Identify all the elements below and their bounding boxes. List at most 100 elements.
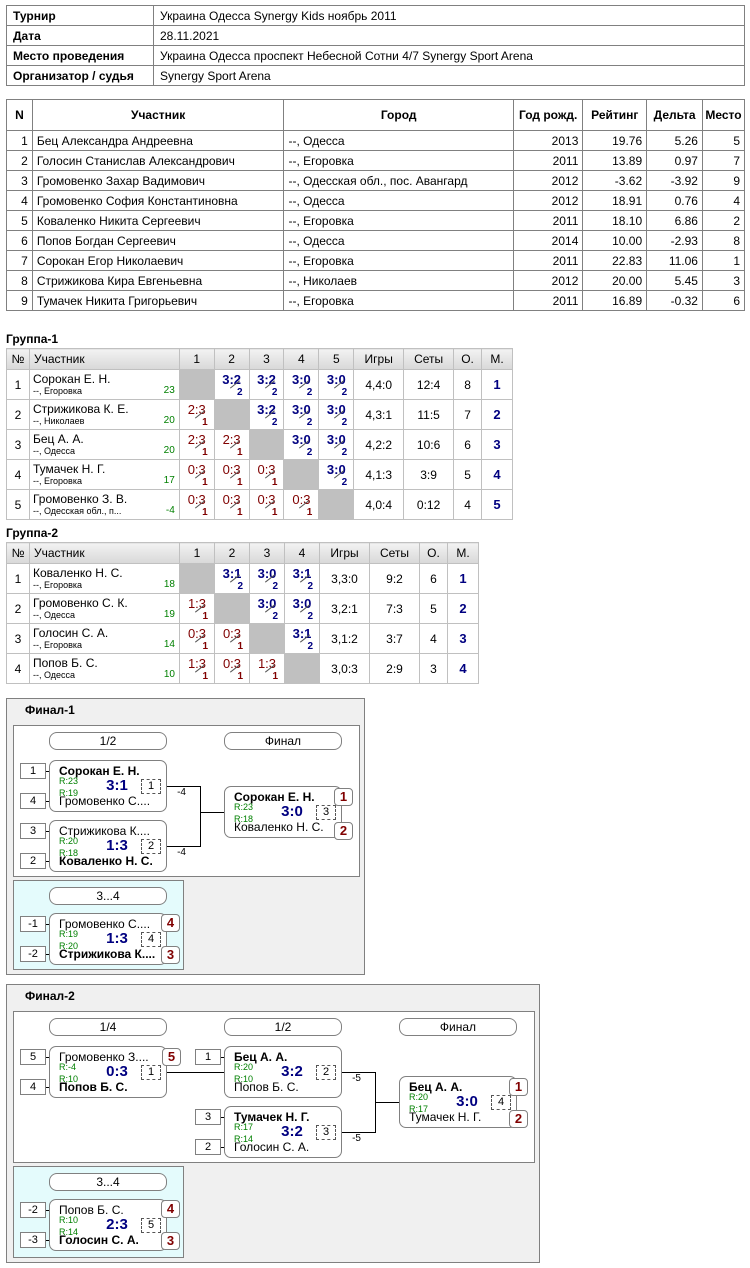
match-player-bottom: Тумачек Н. Г. (409, 1110, 482, 1124)
row-number: 4 (6, 653, 30, 684)
rank-box: 1 (334, 788, 353, 806)
group-row: 4 Тумачек Н. Г. --, Егоровка 17 0:3 1 0:3 1 0:3 1… (6, 459, 513, 490)
self-cell (178, 369, 215, 400)
row-number: 9 (6, 290, 33, 311)
participant-name: Голосин Станислав Александрович (31, 150, 285, 171)
participant-name: Громовенко С. К. (33, 596, 128, 610)
participant-cell: Громовенко С. К. --, Одесса 19 (29, 593, 180, 624)
points-total: 5 (419, 593, 448, 624)
participant-cell: Тумачек Н. Г. --, Егоровка 17 (28, 459, 180, 490)
match-score: 3:2 (281, 1123, 303, 1140)
group-place: 4 (447, 653, 479, 684)
group-row: 4 Попов Б. С. --, Одесса 10 1:3 1 0:3 1 1:3 1 3,0:… (6, 653, 479, 684)
bracket-match: Попов Б. С. R:10 R:14 2:3 5 Голосин С. А. (49, 1199, 167, 1251)
player-rating: R:14 (234, 1134, 254, 1144)
final-2-bracket: 1/4 1/2 Финал Громовенко З.... R:-4 R:10 0:… (13, 1011, 535, 1163)
participant-rating: -4 (165, 505, 175, 516)
final-2-third-place: 3...4 Попов Б. С. R:10 R:14 2:3 5 Голосин С. … (13, 1166, 184, 1258)
table-row: 1 Бец Александра Андреевна --, Одесса 2013 1… (6, 130, 746, 151)
participant-city: --, Егоровка (33, 579, 83, 590)
group-place: 1 (447, 563, 479, 594)
column-header: Сеты (403, 348, 455, 370)
sets-summary: 10:6 (403, 429, 455, 460)
group-2-title: Группа-2 (6, 526, 59, 540)
table-row: 5 Коваленко Никита Сергеевич --, Егоровка 2… (6, 210, 746, 231)
points-total: 8 (453, 369, 482, 400)
match-points: 2 (307, 641, 313, 652)
bracket-match: Тумачек Н. Г. R:17 R:14 3:2 3 Голосин С. А. -5 (224, 1106, 361, 1158)
column-header: 1 (179, 542, 215, 564)
bracket-match: Громовенко З.... R:-4 R:10 0:3 1 Попов Б. С. (49, 1046, 167, 1098)
column-header: Участник (31, 99, 285, 131)
column-header: Рейтинг (582, 99, 648, 131)
match-result-cell: 0:3 1 (248, 459, 285, 490)
points-total: 5 (453, 459, 482, 490)
participant-name: Стрижикова К. Е. (32, 402, 129, 416)
match-result-cell: 0:3 1 (283, 489, 320, 520)
match-points: 2 (272, 581, 278, 592)
sets-summary: 7:3 (369, 593, 420, 624)
bracket-match: Сорокан Е. Н. R:23 R:18 3:0 3 Коваленко Н. С. (224, 786, 342, 838)
match-player-bottom: Голосин С. А. (59, 1233, 139, 1247)
participant-city: --, Егоровка (32, 475, 82, 486)
row-number: 3 (6, 623, 30, 654)
match-score: 3:0 (257, 566, 277, 581)
seed-box: 4 (20, 793, 46, 809)
match-points: 1 (271, 477, 278, 488)
rating-delta: 0.97 (646, 150, 703, 171)
match-result: 3:1 2 (215, 564, 249, 593)
match-result: 3:0 2 (319, 430, 353, 459)
table-row: 2 Голосин Станислав Александрович --, Егор… (6, 150, 746, 171)
sets-summary: 3:7 (369, 623, 420, 654)
match-score: 0:3 (187, 492, 206, 507)
match-result-cell: 3:2 2 (248, 399, 285, 430)
participant-city: --, Одесса (283, 230, 514, 251)
match-score: 0:3 (257, 492, 276, 507)
row-number: 1 (6, 563, 30, 594)
row-number: 4 (6, 190, 33, 211)
column-header: Город (283, 99, 514, 131)
rating-delta: 0.76 (646, 190, 703, 211)
match-points: 1 (202, 507, 208, 518)
group-1-title: Группа-1 (6, 332, 59, 346)
match-result-cell: 3:0 2 (283, 429, 320, 460)
column-header: О. (419, 542, 448, 564)
seed-box: 1 (195, 1049, 221, 1065)
match-result: 3:0 2 (250, 564, 284, 593)
participant-cell: Коваленко Н. С. --, Егоровка 18 (29, 563, 180, 594)
player-rating: R:18 (59, 848, 79, 858)
info-row: Организатор / судья Synergy Sport Arena (6, 65, 745, 86)
row-number: 7 (6, 250, 33, 271)
final-1-title: Финал-1 (25, 703, 75, 717)
match-score: 3:1 (292, 626, 312, 641)
match-number: 4 (491, 1095, 511, 1110)
rank-box: 1 (509, 1078, 528, 1096)
match-result: 3:2 2 (250, 370, 284, 399)
player-rating: R:19 (59, 788, 79, 798)
player-rating: R:10 (234, 1074, 254, 1084)
points-total: 6 (419, 563, 448, 594)
info-value: Synergy Sport Arena (153, 65, 745, 86)
match-result: 0:3 1 (215, 460, 249, 489)
match-player-top: Сорокан Е. Н. (234, 790, 315, 804)
match-result: 0:3 1 (180, 460, 214, 489)
participant-rating: 23 (163, 385, 175, 396)
participant-name: Голосин С. А. (33, 626, 109, 640)
participant-city: --, Одесса (283, 190, 514, 211)
games-summary: 3,2:1 (319, 593, 370, 624)
rating: 13.89 (582, 150, 648, 171)
rating: 22.83 (582, 250, 648, 271)
row-number: 1 (6, 369, 30, 400)
match-result-cell: 3:2 2 (213, 369, 250, 400)
group-row: 1 Сорокан Е. Н. --, Егоровка 23 3:2 2 3:2 2 3:0 2… (6, 369, 513, 400)
row-number: 2 (6, 593, 30, 624)
participant-name: Тумачек Н. Г. (32, 462, 106, 476)
self-cell (249, 623, 285, 654)
match-score: 0:3 (222, 462, 241, 477)
participant-name: Коваленко Н. С. (33, 566, 123, 580)
match-score: 3:2 (257, 372, 276, 387)
match-result-cell: 3:0 2 (249, 593, 285, 624)
info-row: Турнир Украина Одесса Synergy Kids ноябрь… (6, 5, 745, 26)
match-result: 2:3 1 (180, 400, 214, 429)
match-result: 0:3 1 (180, 624, 214, 653)
